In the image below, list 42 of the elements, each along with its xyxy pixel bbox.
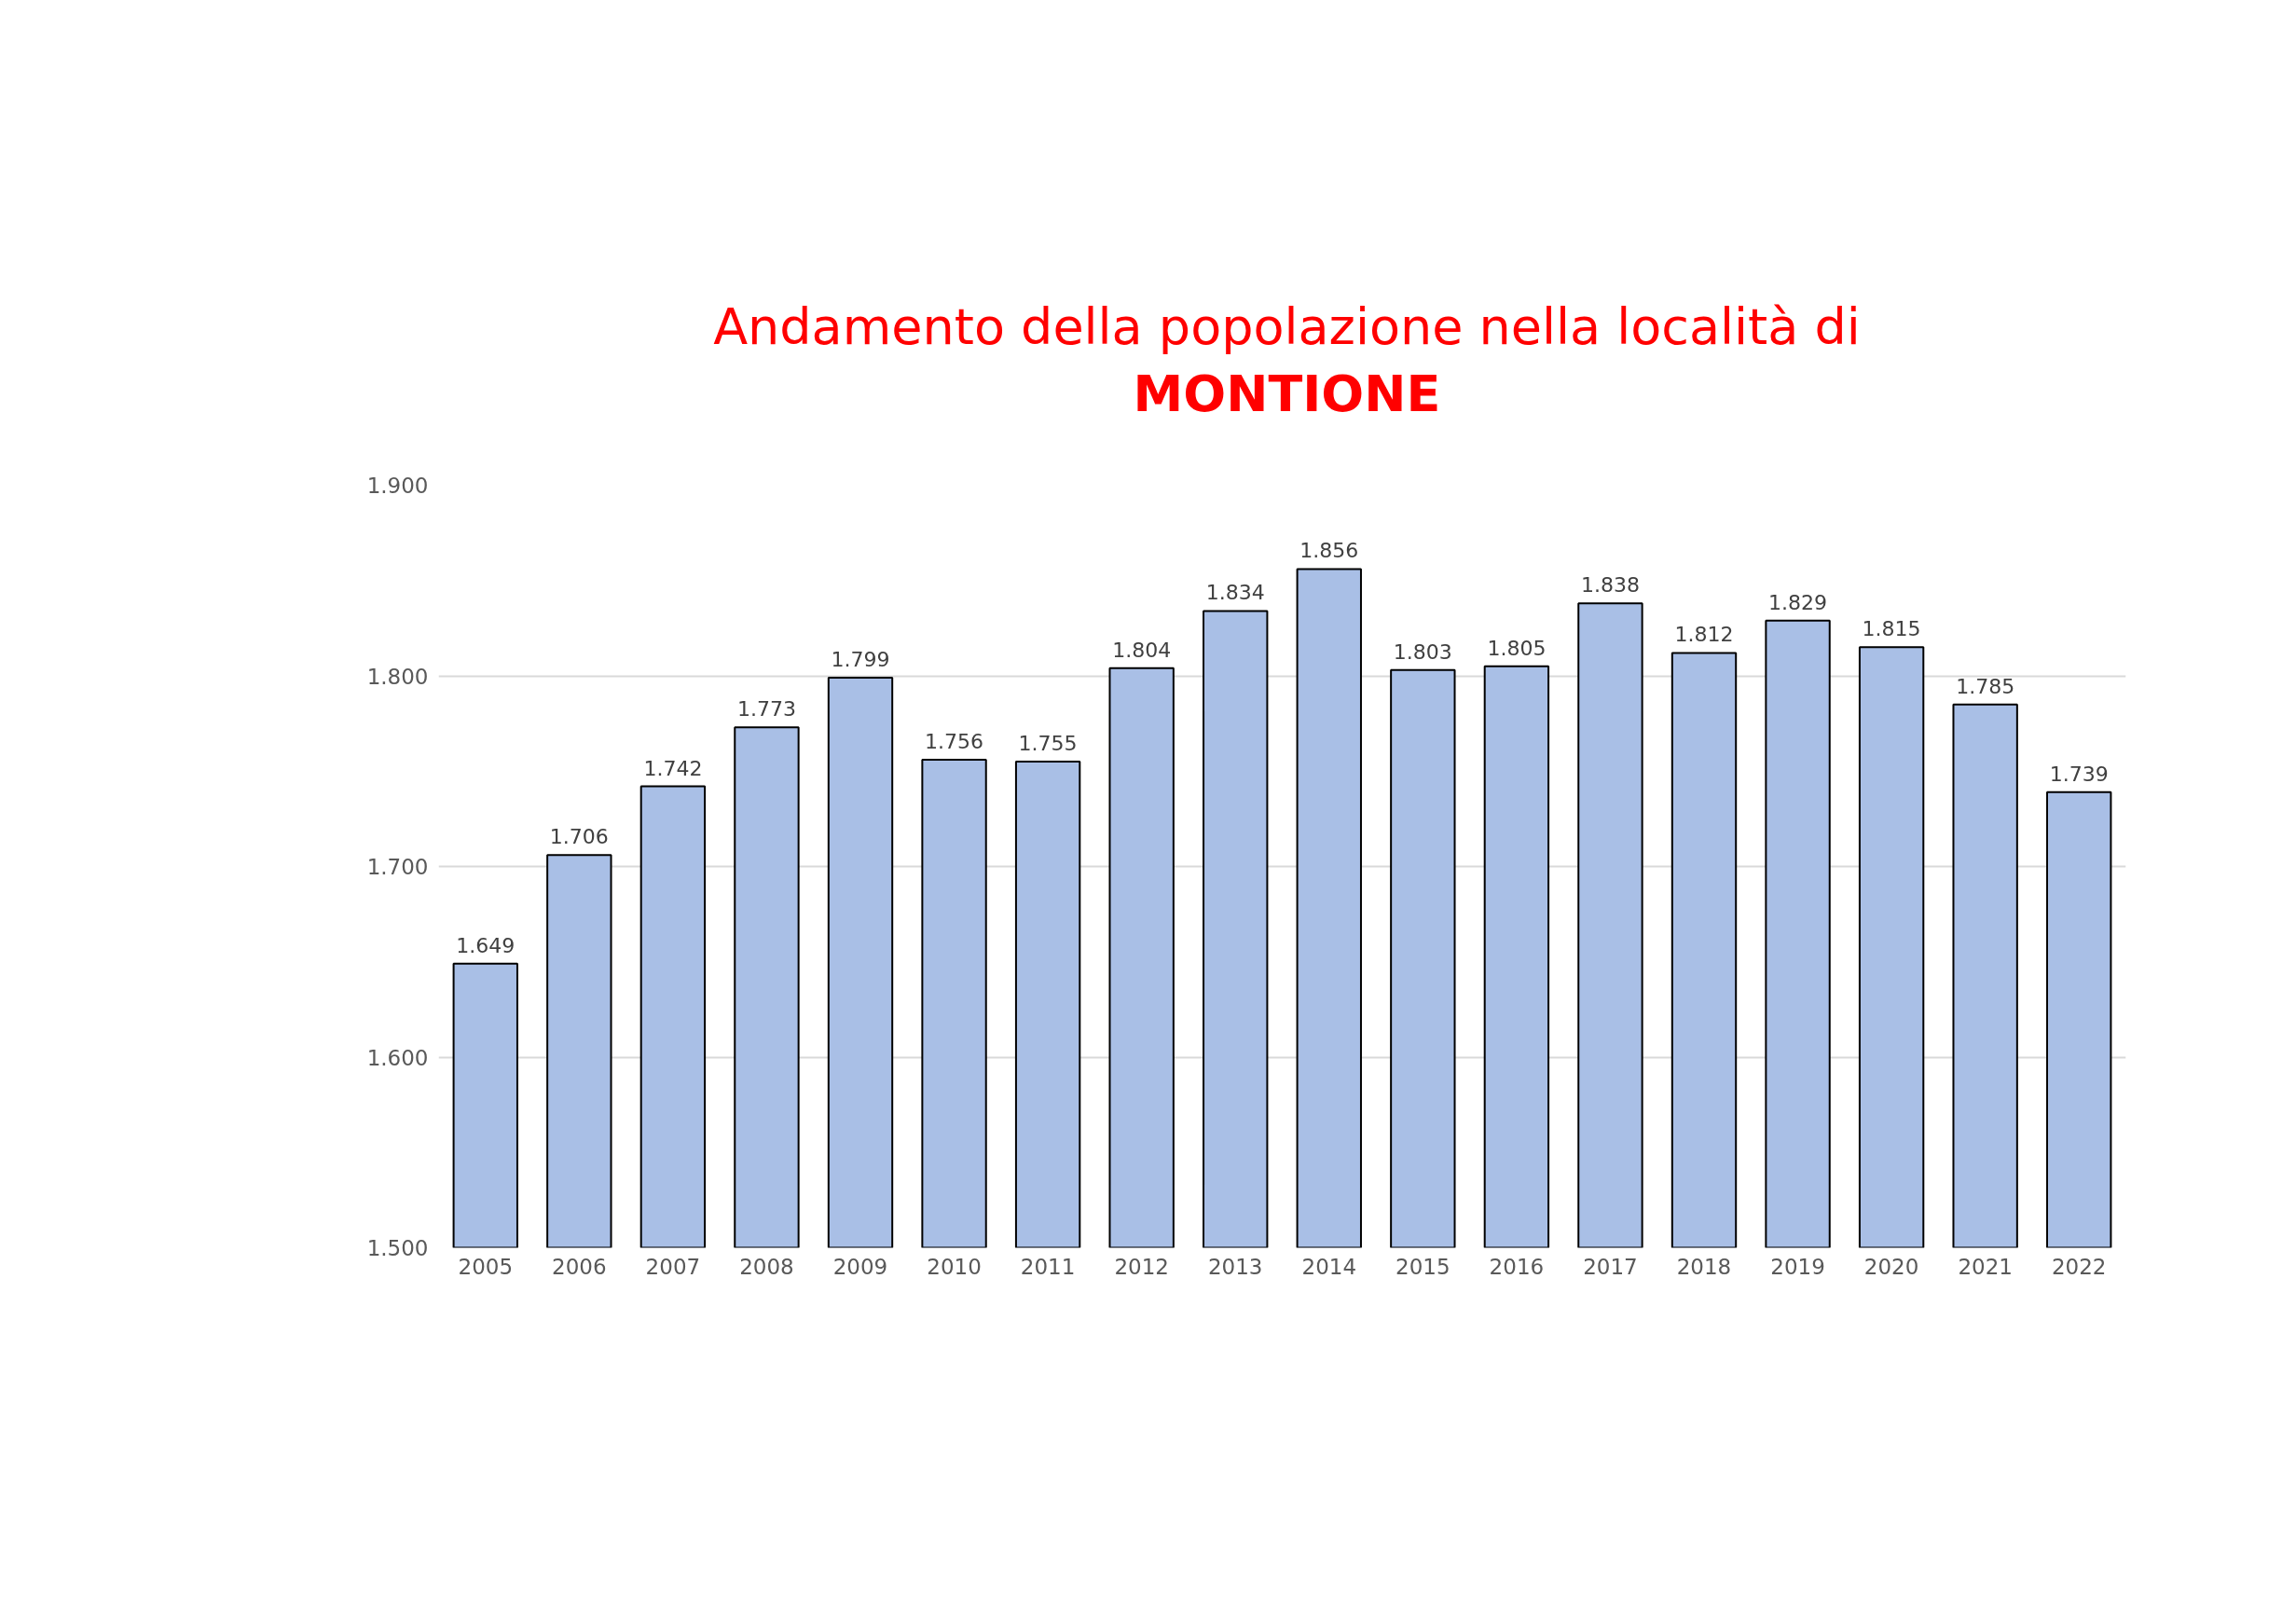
data-label: 1.739 (2049, 762, 2109, 786)
data-label: 1.838 (1580, 573, 1640, 598)
data-label: 1.803 (1393, 639, 1452, 664)
data-label: 1.804 (1112, 638, 1172, 662)
y-tick-label: 1.900 (366, 474, 429, 498)
y-tick-label: 1.800 (366, 664, 429, 689)
x-tick-label: 2009 (832, 1254, 888, 1279)
x-tick-label: 2010 (927, 1254, 982, 1279)
x-tick-label: 2013 (1207, 1254, 1263, 1279)
x-tick-label: 2019 (1770, 1254, 1825, 1279)
y-tick-label: 1.600 (366, 1045, 429, 1070)
data-label: 1.799 (831, 648, 890, 672)
data-label: 1.815 (1862, 617, 1921, 641)
x-tick-label: 2005 (458, 1254, 514, 1279)
x-tick-label: 2007 (645, 1254, 701, 1279)
x-tick-label: 2018 (1676, 1254, 1732, 1279)
y-tick-label: 1.500 (366, 1236, 429, 1260)
chart-title: Andamento della popolazione nella località di MONTIONE (713, 296, 1861, 425)
x-tick-label: 2016 (1489, 1254, 1545, 1279)
x-tick-label: 2012 (1114, 1254, 1169, 1279)
x-tick-label: 2008 (739, 1254, 794, 1279)
data-label: 1.856 (1299, 539, 1359, 563)
x-tick-label: 2015 (1395, 1254, 1450, 1279)
x-tick-label: 2011 (1020, 1254, 1076, 1279)
x-tick-label: 2014 (1301, 1254, 1357, 1279)
data-label: 1.805 (1487, 636, 1547, 660)
x-tick-label: 2022 (2051, 1254, 2107, 1279)
data-label: 1.649 (456, 933, 516, 957)
data-label: 1.829 (1768, 590, 1828, 614)
data-label: 1.742 (643, 756, 703, 780)
data-label: 1.773 (736, 697, 796, 722)
x-tick-label: 2006 (552, 1254, 607, 1279)
data-label: 1.834 (1205, 581, 1265, 605)
x-tick-label: 2021 (1958, 1254, 2013, 1279)
x-tick-label: 2017 (1583, 1254, 1638, 1279)
y-tick-label: 1.700 (366, 855, 429, 879)
data-label: 1.706 (549, 825, 609, 849)
data-label: 1.785 (1956, 674, 2015, 698)
data-label: 1.755 (1018, 732, 1078, 756)
x-tick-label: 2020 (1863, 1254, 1919, 1279)
data-label: 1.756 (925, 729, 984, 753)
data-label: 1.812 (1674, 623, 1734, 647)
